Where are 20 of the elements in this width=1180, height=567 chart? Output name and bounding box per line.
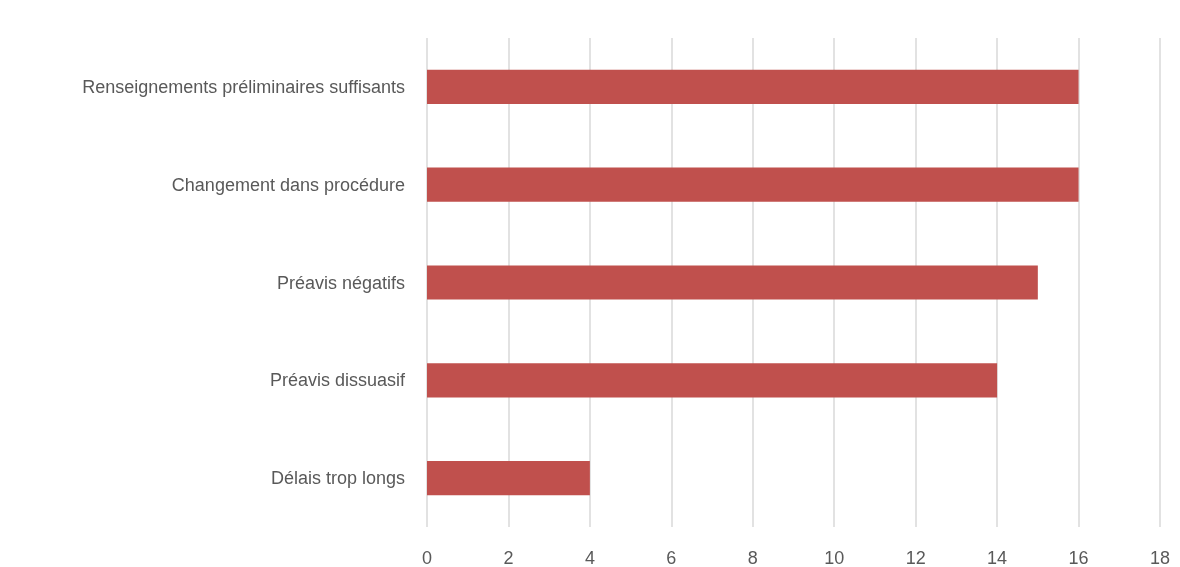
bar (427, 460, 590, 496)
x-tick-label: 8 (747, 548, 758, 567)
bar (427, 363, 998, 398)
x-tick-label: 0 (421, 548, 433, 567)
y-tick-label: Renseignements préliminaires suffisants (82, 76, 405, 97)
x-tick-label: 4 (584, 548, 595, 567)
bar (427, 69, 1079, 105)
x-tick-label: 10 (824, 548, 845, 567)
bar (427, 167, 1079, 202)
y-tick-label: Préavis dissuasif (269, 370, 406, 391)
x-tick-label: 16 (1068, 548, 1089, 567)
x-tick-label: 12 (905, 548, 926, 567)
x-tick-label: 18 (1149, 548, 1171, 567)
bar (427, 265, 1038, 300)
x-tick-label: 6 (666, 548, 677, 567)
y-tick-label: Préavis négatifs (276, 272, 405, 293)
x-tick-label: 14 (987, 548, 1008, 567)
y-tick-label: Changement dans procédure (171, 174, 405, 195)
y-tick-label: Délais trop longs (270, 468, 405, 489)
x-tick-label: 2 (503, 548, 514, 567)
